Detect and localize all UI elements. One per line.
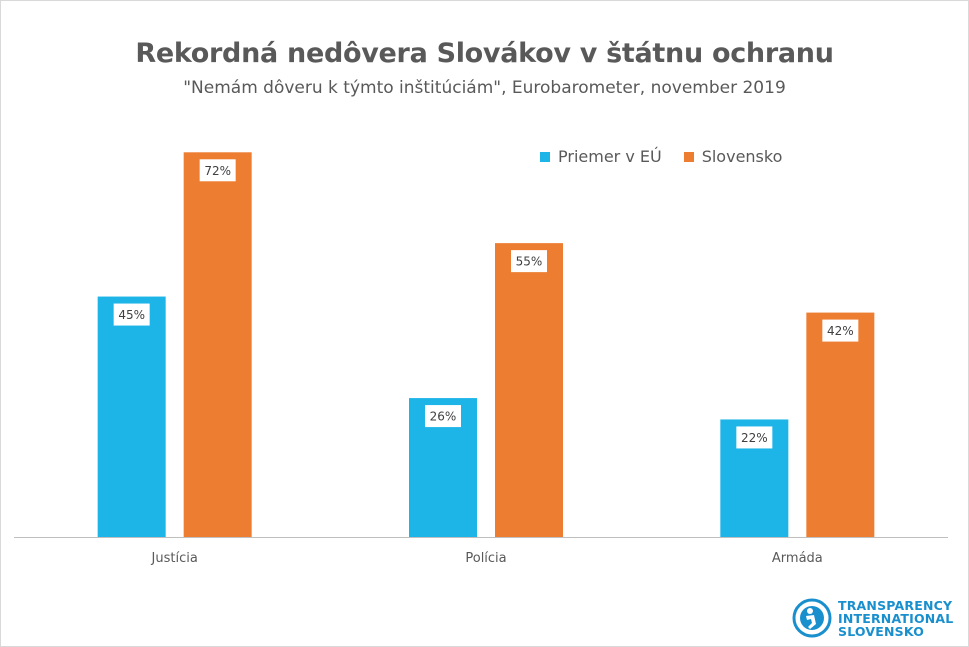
chart-title: Rekordná nedôvera Slovákov v štátnu ochr… bbox=[135, 38, 834, 69]
data-label-box-1-0 bbox=[199, 159, 236, 182]
x-tick-label-0: Justícia bbox=[151, 551, 198, 566]
bar-eu-0 bbox=[97, 296, 166, 537]
data-label-box-1-2 bbox=[822, 319, 859, 342]
legend-item-sk: Slovensko bbox=[683, 147, 783, 166]
transparency-logo: TRANSPARENCY INTERNATIONAL SLOVENSKO bbox=[792, 598, 953, 638]
logo-line-3: SLOVENSKO bbox=[838, 623, 925, 639]
logo-line-1: TRANSPARENCY bbox=[838, 597, 953, 613]
legend-swatch-sk bbox=[683, 151, 694, 162]
data-label-1-2: 42% bbox=[827, 324, 854, 338]
data-label-0-2: 22% bbox=[741, 431, 768, 445]
transparency-international-logo-icon bbox=[792, 598, 832, 638]
logo-text: TRANSPARENCY INTERNATIONAL SLOVENSKO bbox=[838, 599, 953, 638]
bar-sk-2 bbox=[806, 312, 875, 537]
data-label-box-0-0 bbox=[113, 303, 150, 326]
data-label-1-0: 72% bbox=[204, 164, 231, 178]
data-label-0-1: 26% bbox=[430, 410, 457, 424]
data-label-box-1-1 bbox=[511, 250, 547, 273]
legend-swatch-eu bbox=[540, 151, 550, 162]
data-label-0-0: 45% bbox=[118, 308, 145, 322]
logo-line-2: INTERNATIONAL bbox=[838, 610, 954, 626]
bar-sk-1 bbox=[495, 243, 563, 537]
data-label-box-0-2 bbox=[736, 426, 773, 449]
x-tick-label-1: Polícia bbox=[465, 551, 506, 566]
data-label-box-0-1 bbox=[425, 405, 461, 428]
chart-legend: Priemer v EÚ Slovensko bbox=[540, 147, 804, 166]
data-label-1-1: 55% bbox=[516, 255, 543, 269]
bar-sk-0 bbox=[183, 152, 252, 537]
x-tick-label-2: Armáda bbox=[772, 551, 823, 566]
legend-item-eu: Priemer v EÚ bbox=[540, 147, 662, 166]
legend-label-sk: Slovensko bbox=[701, 147, 783, 166]
chart-subtitle: "Nemám dôveru k týmto inštitúciám", Euro… bbox=[183, 78, 786, 98]
legend-label-eu: Priemer v EÚ bbox=[558, 147, 662, 166]
